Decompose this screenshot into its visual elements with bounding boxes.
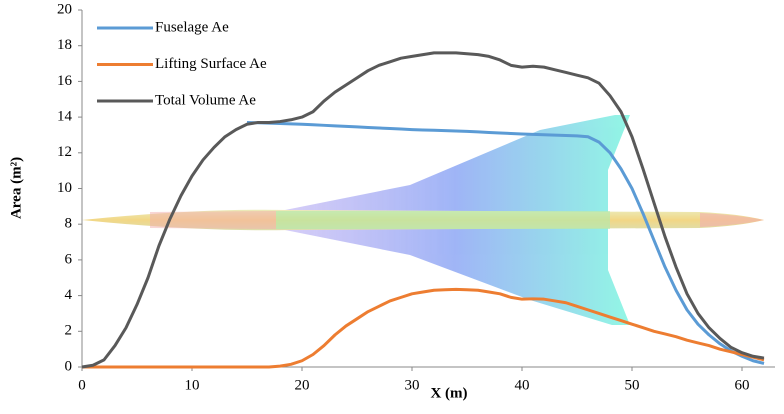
y-tick-label: 4 [65, 287, 73, 303]
legend-label: Total Volume Ae [155, 92, 256, 108]
legend-label: Fuselage Ae [155, 19, 229, 35]
y-tick-label: 20 [57, 1, 72, 17]
y-axis-title: Area (m²) [8, 157, 24, 219]
y-tick-label: 18 [57, 37, 72, 53]
y-tick-label: 16 [57, 73, 73, 89]
y-tick-label: 14 [57, 109, 73, 125]
y-tick-label: 8 [65, 216, 73, 232]
y-tick-label: 10 [57, 180, 72, 196]
x-tick-label: 0 [78, 377, 86, 393]
y-tick-label: 2 [65, 323, 73, 339]
x-tick-label: 30 [405, 377, 420, 393]
series-line [81, 51, 765, 369]
legend-label: Lifting Surface Ae [155, 56, 267, 72]
x-axis-title: X (m) [430, 385, 467, 401]
series-line [246, 120, 765, 365]
x-tick-label: 60 [735, 377, 750, 393]
x-tick-label: 50 [625, 377, 640, 393]
aircraft-illustration [82, 115, 764, 325]
y-tick-label: 12 [57, 144, 72, 160]
y-tick-label: 6 [65, 251, 73, 267]
x-tick-label: 20 [295, 377, 310, 393]
x-tick-label: 10 [185, 377, 200, 393]
y-tick-label: 0 [65, 358, 73, 374]
series-line [82, 287, 765, 369]
x-tick-label: 40 [515, 377, 530, 393]
